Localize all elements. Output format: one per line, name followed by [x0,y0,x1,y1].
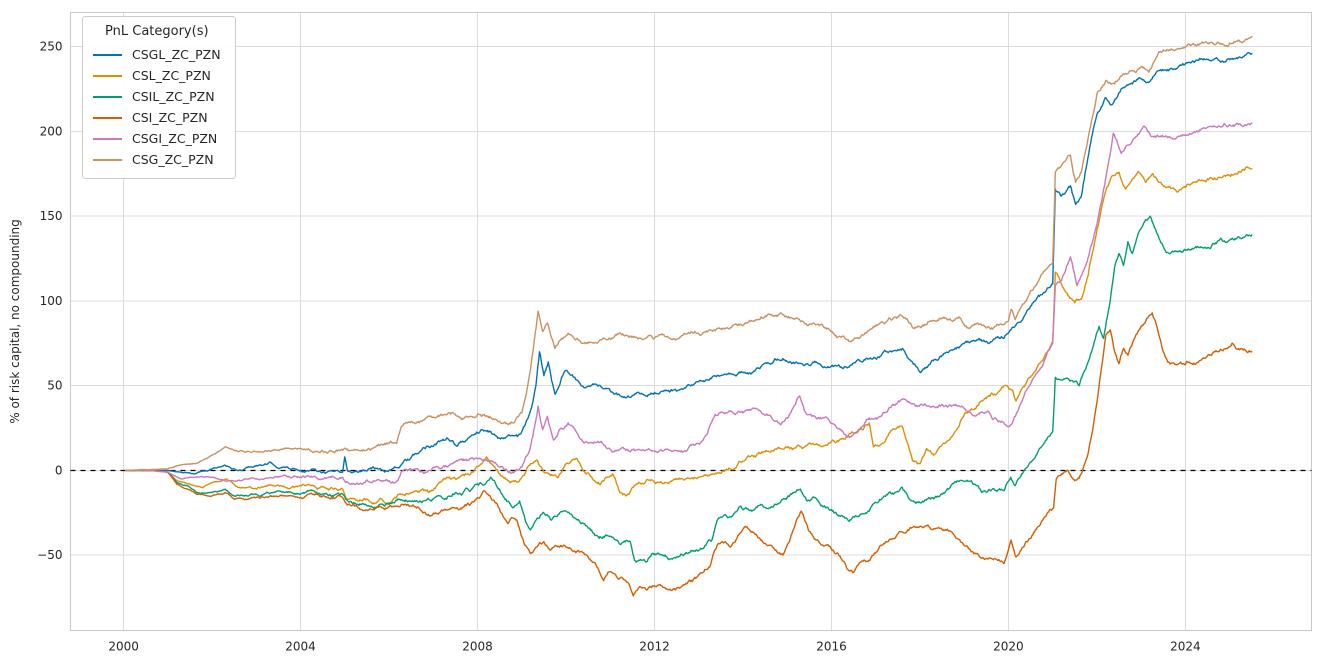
x-tick-label: 2012 [639,640,670,654]
legend-item-CSL_ZC_PZN: CSL_ZC_PZN [93,65,221,86]
y-tick-label: 0 [55,463,63,477]
series-line-CSI_ZC_PZN [125,312,1253,597]
x-tick-label: 2020 [993,640,1024,654]
y-tick-label: −50 [37,548,62,562]
legend-line-swatch [93,53,122,56]
legend-item-CSGI_ZC_PZN: CSGI_ZC_PZN [93,128,221,149]
y-axis-label: % of risk capital, no compounding [8,219,22,424]
legend-box: PnL Category(s) CSGL_ZC_PZN CSL_ZC_PZN CSI… [82,16,236,179]
legend-label: CSGL_ZC_PZN [132,47,221,62]
x-tick-label: 2024 [1170,640,1201,654]
gridlines [70,12,1312,631]
legend-item-CSGL_ZC_PZN: CSGL_ZC_PZN [93,44,221,65]
legend-label: CSGI_ZC_PZN [132,131,218,146]
y-tick-label: 100 [40,294,63,308]
legend-label: CSG_ZC_PZN [132,152,214,167]
legend-item-CSIL_ZC_PZN: CSIL_ZC_PZN [93,86,221,107]
legend-line-swatch [93,116,122,119]
legend-line-swatch [93,74,122,77]
series-line-CSIL_ZC_PZN [125,215,1253,563]
x-tick-label: 2016 [816,640,847,654]
legend-item-CSI_ZC_PZN: CSI_ZC_PZN [93,107,221,128]
legend-line-swatch [93,137,122,140]
legend-line-swatch [93,95,122,98]
legend-title: PnL Category(s) [105,24,209,39]
legend-items: CSGL_ZC_PZN CSL_ZC_PZN CSIL_ZC_PZN CSI_ZC_P… [93,44,221,170]
y-tick-label: 250 [40,40,63,54]
legend-item-CSG_ZC_PZN: CSG_ZC_PZN [93,149,221,170]
series-line-CSGL_ZC_PZN [125,52,1253,475]
series-line-CSL_ZC_PZN [125,166,1253,506]
legend-label: CSIL_ZC_PZN [132,89,215,104]
x-tick-label: 2008 [462,640,493,654]
tick-labels: 2000 2004 2008 2012 2016 2020 2024 −50 0 50 100 150… [37,40,1201,654]
x-tick-label: 2004 [285,640,316,654]
legend-label: CSL_ZC_PZN [132,68,211,83]
y-tick-label: 150 [40,209,63,223]
y-tick-label: 50 [47,379,62,393]
x-tick-label: 2000 [108,640,139,654]
plot-border [69,11,1313,632]
series-line-CSGI_ZC_PZN [125,122,1253,486]
series-line-CSG_ZC_PZN [125,35,1253,472]
y-tick-label: 200 [40,124,63,138]
legend-line-swatch [93,158,122,161]
legend-label: CSI_ZC_PZN [132,110,208,125]
